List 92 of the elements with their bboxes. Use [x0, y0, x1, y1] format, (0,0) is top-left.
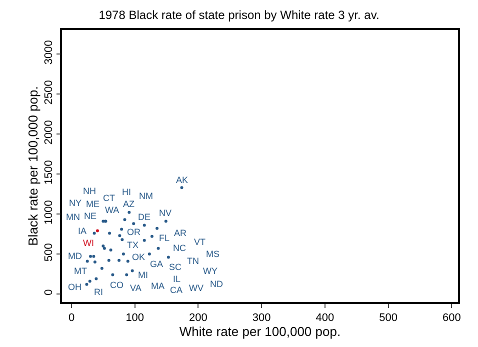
y-tick-label: 1000: [42, 200, 55, 225]
point: [180, 186, 184, 190]
annotation: MT: [74, 266, 88, 276]
y-tick-label: 0: [42, 289, 55, 296]
annotation: NV: [159, 208, 172, 218]
annotation: NM: [139, 191, 153, 201]
chart-title: 1978 Black rate of state prison by White rate 3 yr. av.: [98, 8, 380, 22]
x-axis-title: White rate per 100,000 pop.: [179, 324, 341, 339]
y-tick-label: 1500: [42, 160, 55, 185]
annotation: TX: [127, 240, 139, 250]
x-tick-label: 0: [68, 312, 75, 324]
annotation: MI: [138, 270, 148, 280]
point: [142, 238, 146, 242]
point: [94, 277, 98, 280]
annotation: GA: [150, 259, 164, 269]
annotation: AK: [176, 175, 188, 185]
point: [96, 229, 99, 232]
point: [125, 273, 128, 276]
point: [130, 269, 134, 272]
point: [102, 246, 106, 250]
annotation: VT: [194, 237, 206, 247]
point: [166, 256, 170, 259]
annotation: OR: [127, 227, 141, 237]
annotation: VA: [130, 283, 142, 293]
annotation: WY: [203, 266, 218, 276]
annotation: IA: [78, 226, 87, 236]
point: [142, 224, 146, 227]
y-axis-title: Black rate per 100,000 pop.: [25, 86, 40, 246]
point: [148, 252, 151, 256]
point: [128, 210, 131, 214]
annotation: CA: [170, 285, 183, 295]
point: [108, 232, 112, 235]
point: [111, 273, 114, 276]
y-tick-label: 2500: [42, 80, 55, 105]
y-tick-label: 3000: [42, 40, 55, 65]
point: [107, 258, 110, 262]
point: [92, 254, 96, 258]
annotation: OK: [132, 252, 146, 262]
point: [92, 232, 96, 235]
annotation: MA: [151, 281, 164, 291]
point: [150, 234, 154, 238]
y-tick-label: 500: [42, 243, 55, 262]
annotation: MN: [66, 212, 80, 222]
y-tick-label: 2000: [42, 120, 55, 145]
point: [100, 266, 104, 270]
x-tick-label: 100: [126, 312, 144, 324]
annotation: HI: [122, 187, 131, 197]
point: [109, 248, 112, 252]
x-tick-label: 200: [189, 312, 208, 324]
x-tick-label: 400: [316, 312, 334, 324]
point: [156, 246, 160, 250]
point: [126, 260, 130, 263]
point: [156, 226, 159, 230]
annotation: WA: [105, 205, 120, 215]
point: [88, 280, 92, 283]
annotation: NH: [83, 186, 96, 196]
annotation: TN: [187, 256, 199, 266]
point: [102, 244, 105, 248]
annotation: WV: [189, 283, 204, 293]
point: [118, 234, 122, 238]
point: [118, 258, 121, 262]
point: [120, 228, 124, 231]
annotation: MD: [68, 251, 82, 261]
point: [86, 260, 89, 263]
point: [93, 260, 96, 264]
point: [123, 218, 126, 222]
point: [120, 238, 124, 242]
annotation: DE: [138, 212, 151, 222]
annotation: AR: [174, 228, 188, 238]
annotation: SC: [169, 262, 182, 272]
annotation: NY: [69, 198, 82, 208]
annotation: FL: [159, 233, 170, 243]
x-tick-label: 500: [379, 312, 398, 324]
x-tick-label: 300: [252, 312, 271, 324]
point: [164, 220, 168, 223]
annotation: ME: [86, 199, 100, 209]
annotation: IL: [173, 274, 181, 284]
annotation: AZ: [123, 199, 136, 209]
x-tick-label: 600: [442, 312, 461, 324]
point: [89, 254, 92, 258]
annotation: CO: [110, 280, 124, 290]
point: [85, 282, 88, 286]
annotation: RI: [94, 287, 103, 297]
annotation: CT: [103, 193, 116, 203]
annotation: MS: [206, 249, 220, 259]
point: [122, 252, 125, 256]
annotation: ND: [210, 279, 224, 289]
annotation: NE: [84, 211, 97, 221]
annotation: NC: [173, 243, 186, 253]
annotation: OH: [68, 282, 82, 292]
point: [132, 222, 136, 226]
annotation: WI: [83, 238, 94, 248]
